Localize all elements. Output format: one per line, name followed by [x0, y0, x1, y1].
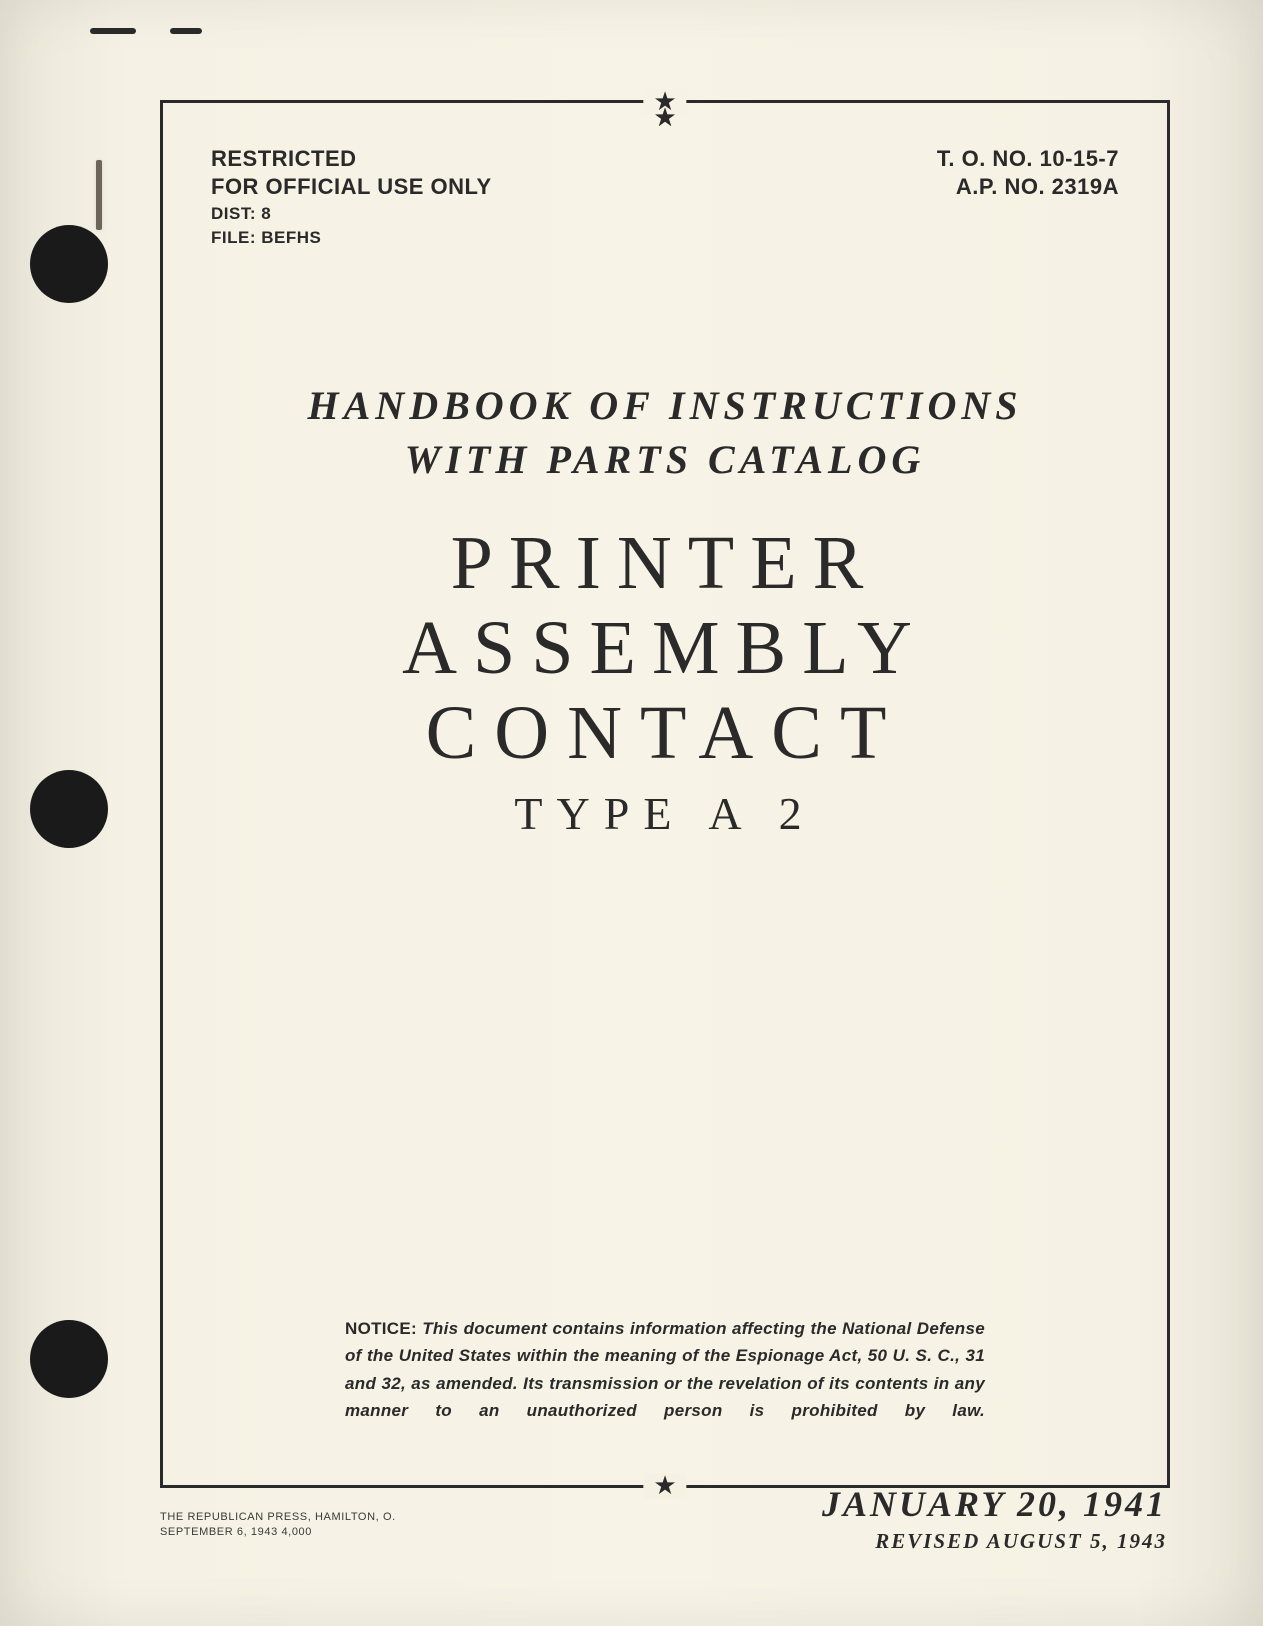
mark-top-2 [170, 28, 202, 34]
file-line: FILE: BEFHS [211, 227, 492, 249]
document-page: ★ ★ RESTRICTED FOR OFFICIAL USE ONLY DIS… [0, 0, 1263, 1626]
title-line: PRINTER ASSEMBLY [211, 521, 1119, 691]
content-inner: RESTRICTED FOR OFFICIAL USE ONLY DIST: 8… [163, 103, 1167, 1485]
issue-date: JANUARY 20, 1941 [822, 1483, 1167, 1525]
notice-label: NOTICE: [345, 1319, 417, 1338]
notice-text: This document contains information affec… [345, 1319, 985, 1421]
mark-top-1 [90, 28, 136, 34]
classification-line: RESTRICTED [211, 145, 492, 173]
date-block: JANUARY 20, 1941 REVISED AUGUST 5, 1943 [822, 1483, 1167, 1554]
header-right: T. O. NO. 10-15-7 A.P. NO. 2319A [937, 145, 1119, 249]
document-subtitle: HANDBOOK OF INSTRUCTIONS WITH PARTS CATA… [211, 379, 1119, 487]
ap-number: A.P. NO. 2319A [937, 173, 1119, 201]
title-type: TYPE A 2 [211, 788, 1119, 840]
printer-line: THE REPUBLICAN PRESS, HAMILTON, O. [160, 1510, 396, 1525]
revised-date: REVISED AUGUST 5, 1943 [822, 1529, 1167, 1554]
staple-mark [96, 160, 102, 230]
content-frame: ★ ★ RESTRICTED FOR OFFICIAL USE ONLY DIS… [160, 100, 1170, 1488]
printer-line: SEPTEMBER 6, 1943 4,000 [160, 1525, 396, 1540]
document-title: PRINTER ASSEMBLY CONTACT TYPE A 2 [211, 521, 1119, 840]
punch-hole [30, 770, 108, 848]
subtitle-line: WITH PARTS CATALOG [211, 433, 1119, 487]
header-left: RESTRICTED FOR OFFICIAL USE ONLY DIST: 8… [211, 145, 492, 249]
to-number: T. O. NO. 10-15-7 [937, 145, 1119, 173]
header-row: RESTRICTED FOR OFFICIAL USE ONLY DIST: 8… [211, 145, 1119, 249]
punch-hole [30, 225, 108, 303]
title-line: CONTACT [211, 691, 1119, 776]
subtitle-line: HANDBOOK OF INSTRUCTIONS [211, 379, 1119, 433]
notice-block: NOTICE: This document contains informati… [345, 1315, 985, 1425]
dist-line: DIST: 8 [211, 203, 492, 225]
punch-hole [30, 1320, 108, 1398]
printer-credit: THE REPUBLICAN PRESS, HAMILTON, O. SEPTE… [160, 1510, 396, 1540]
classification-line: FOR OFFICIAL USE ONLY [211, 173, 492, 201]
